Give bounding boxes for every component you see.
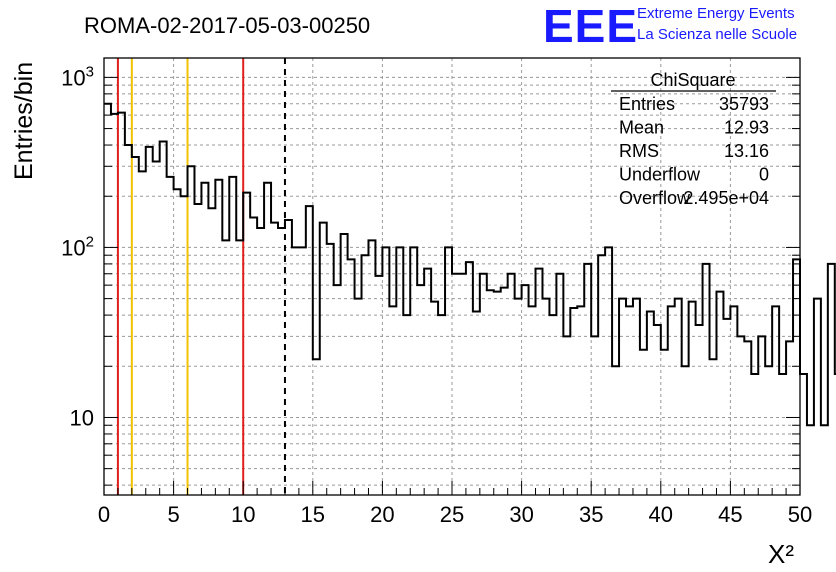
y-axis-title: Entries/bin [10,62,38,180]
x-tick-label: 25 [440,502,464,527]
marker-lines [116,58,286,495]
axis-ticks [103,76,801,495]
y-tick-label: 10 [70,405,94,430]
y-tick-label: 103 [61,63,94,90]
x-axis-title: X² [768,539,794,569]
stats-row-label: Underflow [619,165,701,185]
x-tick-label: 5 [167,502,179,527]
stats-row-value: 0 [759,165,769,185]
stats-row-value: 35793 [719,94,769,114]
eee-logo-text: EEE [543,0,638,52]
stats-row-value: 12.93 [724,118,769,138]
x-tick-labels: 0 5 10 15 20 25 30 35 40 45 50 [98,502,812,527]
y-tick-labels: 10 102 103 [61,63,94,430]
x-tick-label: 0 [98,502,110,527]
stats-row-value: 13.16 [724,141,769,161]
stats-row-label: Entries [619,94,675,114]
stats-row-label: Mean [619,118,664,138]
x-tick-label: 40 [649,502,673,527]
x-tick-label: 10 [231,502,255,527]
stats-row-value: 2.495e+04 [683,188,769,208]
x-tick-label: 45 [718,502,742,527]
stats-row-label: RMS [619,141,659,161]
eee-logo-line2: La Scienza nelle Scuole [637,26,797,43]
x-tick-label: 50 [788,502,812,527]
histogram-step-line [104,102,836,427]
stats-box: ChiSquare Entries 35793 Mean 12.93 RMS 13.16 U… [611,70,776,208]
histogram-bars [104,102,836,427]
x-tick-label: 15 [301,502,325,527]
eee-logo: EEE Extreme Energy Events La Scienza nel… [543,0,797,52]
eee-logo-line1: Extreme Energy Events [637,5,795,22]
x-tick-label: 30 [509,502,533,527]
chart-title: ROMA-02-2017-05-03-00250 [84,13,370,38]
grid [104,58,800,495]
y-tick-label: 102 [61,233,94,260]
stats-row-label: Overflow [619,188,691,208]
x-tick-label: 20 [370,502,394,527]
x-tick-label: 35 [579,502,603,527]
stats-title: ChiSquare [650,70,735,90]
